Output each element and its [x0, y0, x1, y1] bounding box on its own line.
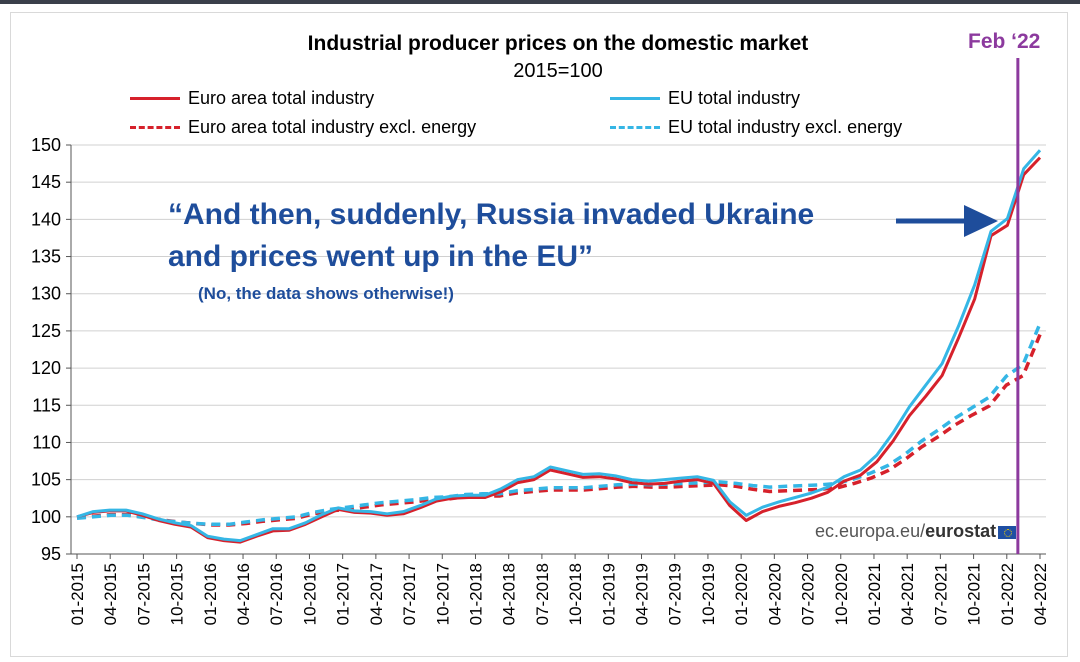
annotation-line-1: “And then, suddenly, Russia invaded Ukra…	[168, 198, 815, 231]
series-line-1	[76, 149, 1042, 543]
legend-label: EU total industry excl. energy	[668, 117, 903, 137]
x-tick-label: 10-2016	[300, 563, 319, 625]
chart-frame	[10, 12, 1068, 657]
eu-flag-icon	[998, 525, 1017, 539]
legend-swatch-solid-blue	[610, 97, 660, 100]
legend-entry-eu-total: EU total industry	[610, 88, 800, 109]
x-tick-label: 01-2021	[865, 563, 884, 625]
x-tick-label: 01-2020	[732, 563, 751, 625]
y-tick-label: 150	[31, 135, 61, 155]
y-tick-label: 135	[31, 247, 61, 267]
series-line-3	[76, 322, 1042, 527]
x-tick-label: 04-2015	[101, 563, 120, 625]
x-tick-label: 07-2017	[400, 563, 419, 625]
x-tick-label: 07-2021	[931, 563, 950, 625]
x-tick-label: 04-2016	[234, 563, 253, 625]
x-tick-label: 10-2017	[433, 563, 452, 625]
legend-swatch-solid-red	[130, 97, 180, 100]
x-tick-label: 10-2020	[832, 563, 851, 625]
legend-entry-euro-total: Euro area total industry	[130, 88, 374, 109]
x-tick-label: 04-2022	[1031, 563, 1050, 625]
x-tick-label: 07-2016	[267, 563, 286, 625]
x-tick-label: 07-2020	[799, 563, 818, 625]
top-bar	[0, 0, 1080, 4]
marker-label: Feb ‘22	[968, 30, 1041, 53]
x-tick-label: 01-2018	[466, 563, 485, 625]
series-lines	[76, 149, 1042, 544]
x-tick-label: 04-2018	[500, 563, 519, 625]
chart-title: Industrial producer prices on the domest…	[307, 32, 809, 55]
chart-subtitle: 2015=100	[513, 60, 603, 82]
y-tick-label: 130	[31, 284, 61, 304]
x-tick-label: 01-2015	[68, 563, 87, 625]
y-tick-label: 140	[31, 209, 61, 229]
annotation-line-3: (No, the data shows otherwise!)	[198, 284, 454, 303]
x-tick-label: 07-2015	[134, 563, 153, 625]
x-tick-label: 10-2021	[965, 563, 984, 625]
x-tick-label: 04-2021	[898, 563, 917, 625]
x-tick-label: 01-2016	[201, 563, 220, 625]
y-tick-label: 100	[31, 507, 61, 527]
x-tick-label: 01-2022	[998, 563, 1017, 625]
x-tick-label: 10-2015	[168, 563, 187, 625]
legend-swatch-dashed-blue	[610, 126, 660, 129]
axes	[66, 144, 1046, 559]
x-tick-label: 10-2019	[699, 563, 718, 625]
legend-entry-eu-excl-energy: EU total industry excl. energy	[610, 117, 902, 138]
legend-label: Euro area total industry excl. energy	[188, 117, 477, 137]
source-brand: eurostat	[925, 521, 997, 541]
x-tick-label: 07-2019	[666, 563, 685, 625]
x-tick-labels: 01-2015 04-2015 07-2015 10-2015 01-2016 04-20…	[68, 563, 1050, 625]
source-prefix: ec.europa.eu/	[815, 521, 926, 541]
y-tick-label: 105	[31, 470, 61, 490]
x-tick-label: 07-2018	[533, 563, 552, 625]
y-tick-label: 95	[41, 544, 61, 564]
y-tick-label: 145	[31, 172, 61, 192]
source-credit: ec.europa.eu/eurostat	[815, 521, 1017, 542]
legend-entry-euro-excl-energy: Euro area total industry excl. energy	[130, 117, 476, 138]
y-tick-label: 125	[31, 321, 61, 341]
x-tick-label: 10-2018	[566, 563, 585, 625]
annotation-line-2: and prices went up in the EU”	[168, 240, 594, 273]
y-tick-label: 110	[32, 432, 61, 452]
legend-label: EU total industry	[668, 88, 801, 108]
x-tick-label: 01-2017	[334, 563, 353, 625]
y-tick-label: 115	[32, 395, 61, 415]
y-tick-labels: 95 100 105 110 115 120 125 130 135 140 145 150	[31, 135, 61, 564]
y-tick-label: 120	[31, 358, 61, 378]
gridlines	[71, 144, 1046, 518]
legend-label: Euro area total industry	[188, 88, 375, 108]
legend-swatch-dashed-red	[130, 126, 180, 129]
arrow-head	[964, 205, 998, 237]
x-tick-label: 04-2019	[633, 563, 652, 625]
annotation-arrow	[896, 205, 998, 237]
series-line-2	[76, 333, 1042, 527]
x-tick-label: 01-2019	[599, 563, 618, 625]
x-tick-label: 04-2017	[367, 563, 386, 625]
x-tick-label: 04-2020	[765, 563, 784, 625]
